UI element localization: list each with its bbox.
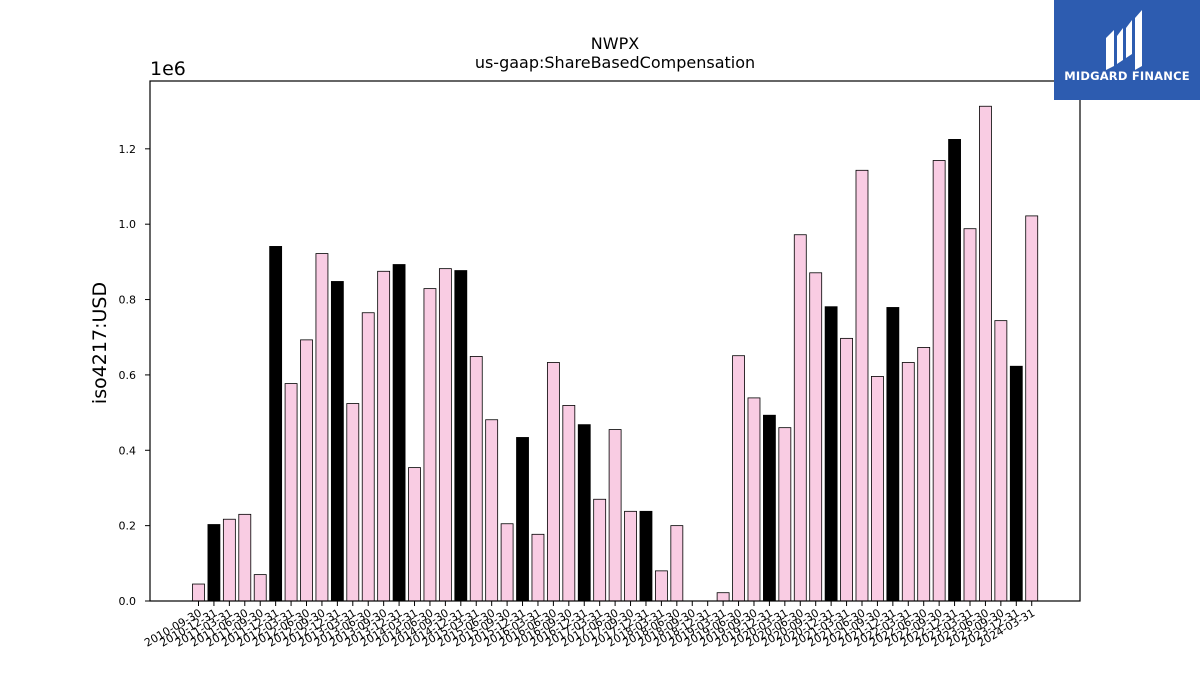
bar-2010-09-30 [192,583,205,602]
bar-2013-12-31 [392,264,406,602]
plot-frame [149,80,1081,602]
bar-2011-09-30 [253,574,267,602]
bar-2019-09-30 [747,397,761,602]
bar-2016-06-30 [546,362,560,602]
bar-2020-12-31 [824,306,838,602]
bar-2015-03-31 [469,356,483,602]
y-axis-label: iso4217:USD [89,282,111,404]
bar-2014-12-31 [454,270,468,602]
bar-2018-03-31 [655,570,668,602]
bar-2016-12-31 [577,424,591,602]
bar-2023-12-31 [1009,365,1023,602]
bar-2016-09-30 [562,405,576,602]
bar-2011-12-31 [269,246,283,602]
bar-2022-03-31 [901,362,915,602]
bar-2020-06-30 [793,234,807,602]
bar-2013-03-31 [346,403,360,602]
chart-title: NWPX [591,34,639,53]
y-tick-label: 0.8 [119,294,137,307]
y-tick-label: 1.0 [119,218,137,231]
bar-2021-06-30 [855,169,869,602]
bar-2021-03-31 [840,337,853,602]
y-tick-label: 0.0 [119,595,137,608]
bar-2018-06-30 [670,525,684,602]
bar-2015-09-30 [500,523,514,602]
midgard-logo-icon [1106,10,1142,70]
bar-2013-09-30 [377,270,391,602]
chart-subtitle: us-gaap:ShareBasedCompensation [475,53,755,72]
bar-2023-06-30 [979,105,992,602]
bar-2016-03-31 [531,533,545,602]
bar-2012-03-31 [284,383,298,602]
bar-2014-09-30 [438,268,452,602]
y-tick-label: 0.4 [119,444,137,457]
bar-2021-12-31 [886,307,900,602]
bar-2017-06-30 [608,429,622,602]
bar-2023-09-30 [994,320,1008,602]
y-tick-label: 0.6 [119,369,137,382]
bar-2019-06-30 [732,355,745,602]
bar-2024-03-31 [1025,215,1039,602]
bar-2019-03-31 [716,592,730,602]
bar-2012-09-30 [315,253,329,602]
bar-2015-06-30 [485,419,499,602]
brand-logo: MIDGARD FINANCE [1054,0,1200,100]
bar-2014-03-31 [408,467,421,602]
bar-2011-06-30 [238,513,252,602]
bar-2015-12-31 [516,437,529,602]
brand-name: MIDGARD FINANCE [1064,69,1190,83]
bar-2010-12-31 [207,524,221,602]
bar-2022-12-31 [948,139,961,602]
bar-2020-09-30 [809,272,823,602]
bar-2017-03-31 [593,498,607,602]
y-tick-label: 1.2 [119,143,137,156]
bar-2012-06-30 [300,339,313,602]
bar-2021-09-30 [871,376,884,602]
bar-2017-12-31 [639,510,653,602]
y-tick-label: 0.2 [119,520,137,533]
y-offset-label: 1e6 [150,58,186,80]
bar-2022-09-30 [932,160,946,602]
bar-2017-09-30 [624,510,637,602]
bar-2023-03-31 [963,228,977,602]
bar-2011-03-31 [222,518,236,602]
bar-2013-06-30 [361,312,375,602]
bar-2022-06-30 [917,347,931,602]
bar-2014-06-30 [423,288,437,602]
bar-2019-12-31 [763,414,776,602]
bar-2020-03-31 [778,427,792,602]
bar-2012-12-31 [330,281,344,602]
